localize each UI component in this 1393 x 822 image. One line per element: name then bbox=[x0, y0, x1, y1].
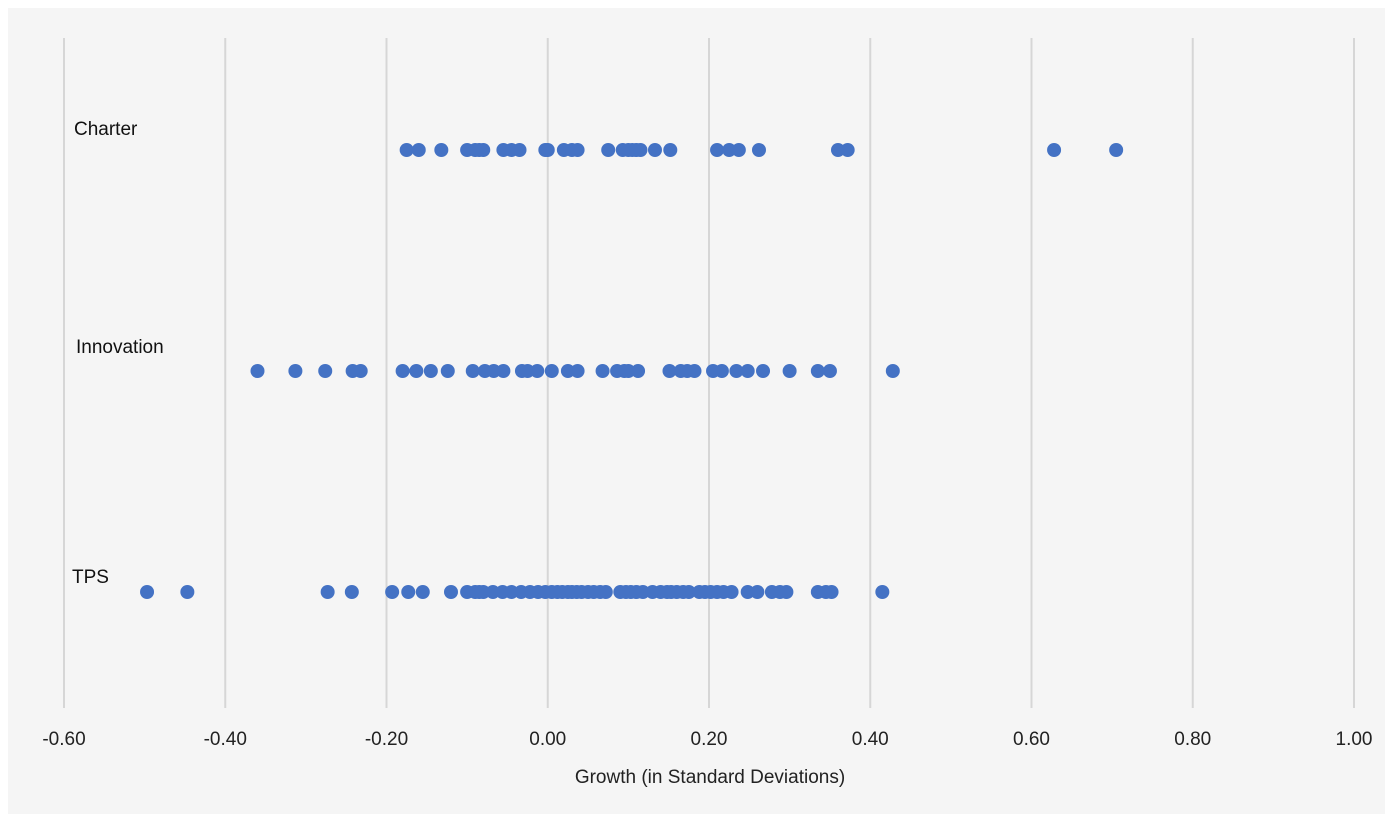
data-point bbox=[570, 143, 585, 157]
data-point bbox=[512, 143, 527, 157]
data-point bbox=[601, 143, 616, 157]
data-point bbox=[1047, 143, 1062, 157]
data-point bbox=[399, 143, 414, 157]
data-point bbox=[476, 585, 491, 599]
data-point bbox=[687, 364, 702, 378]
data-point bbox=[440, 364, 455, 378]
data-point bbox=[486, 364, 501, 378]
data-point bbox=[779, 585, 794, 599]
data-point bbox=[822, 364, 837, 378]
data-point bbox=[647, 143, 662, 157]
data-point bbox=[401, 585, 416, 599]
data-point bbox=[485, 585, 500, 599]
data-point bbox=[504, 585, 519, 599]
data-point bbox=[740, 585, 755, 599]
data-point bbox=[530, 364, 545, 378]
data-point bbox=[633, 143, 648, 157]
data-point bbox=[663, 143, 678, 157]
data-point bbox=[180, 585, 195, 599]
data-point bbox=[520, 364, 535, 378]
data-point bbox=[570, 364, 585, 378]
category-labels: Charter Innovation TPS bbox=[72, 119, 164, 588]
data-point bbox=[631, 364, 646, 378]
x-tick-labels: -0.60 -0.40 -0.20 0.00 0.20 0.40 0.60 0.80 1.00 bbox=[42, 729, 1372, 750]
data-point bbox=[722, 143, 737, 157]
x-tick-label: -0.60 bbox=[42, 729, 85, 750]
data-point bbox=[385, 585, 400, 599]
data-point bbox=[756, 364, 771, 378]
data-point bbox=[465, 364, 480, 378]
data-point bbox=[714, 364, 729, 378]
data-point bbox=[415, 585, 430, 599]
data-point bbox=[344, 585, 359, 599]
data-point bbox=[423, 364, 438, 378]
data-point bbox=[318, 364, 333, 378]
data-point bbox=[434, 143, 449, 157]
data-point bbox=[444, 585, 458, 599]
data-point bbox=[595, 364, 610, 378]
data-point bbox=[353, 364, 368, 378]
category-label: TPS bbox=[72, 567, 109, 588]
x-tick-label: 0.20 bbox=[691, 729, 728, 750]
chart-area: -0.60 -0.40 -0.20 0.00 0.20 0.40 0.60 0.80 1.00 … bbox=[8, 8, 1385, 814]
data-point bbox=[1109, 143, 1124, 157]
data-point bbox=[621, 364, 636, 378]
data-point bbox=[288, 364, 303, 378]
x-tick-label: 0.80 bbox=[1174, 729, 1211, 750]
x-tick-label: -0.20 bbox=[365, 729, 408, 750]
x-tick-label: 0.40 bbox=[852, 729, 889, 750]
data-point bbox=[751, 143, 766, 157]
data-point bbox=[544, 364, 559, 378]
x-tick-label: 1.00 bbox=[1336, 729, 1373, 750]
data-point bbox=[824, 585, 839, 599]
x-tick-label: 0.60 bbox=[1013, 729, 1050, 750]
data-point bbox=[411, 143, 426, 157]
data-point bbox=[724, 585, 739, 599]
data-point bbox=[681, 585, 696, 599]
data-point bbox=[540, 143, 555, 157]
data-point bbox=[875, 585, 890, 599]
data-point bbox=[598, 585, 613, 599]
data-point bbox=[560, 364, 575, 378]
data-point bbox=[635, 585, 650, 599]
data-point bbox=[731, 143, 746, 157]
data-point bbox=[840, 143, 855, 157]
scatter-chart: -0.60 -0.40 -0.20 0.00 0.20 0.40 0.60 0.80 1.00 … bbox=[42, 38, 1372, 788]
data-point bbox=[729, 364, 744, 378]
data-point bbox=[810, 364, 825, 378]
x-axis-title: Growth (in Standard Deviations) bbox=[575, 767, 845, 788]
data-point bbox=[885, 364, 900, 378]
data-point bbox=[710, 143, 725, 157]
data-point bbox=[740, 364, 755, 378]
category-label: Charter bbox=[74, 119, 138, 140]
data-point bbox=[831, 143, 845, 157]
data-point bbox=[140, 585, 155, 599]
data-point bbox=[750, 585, 765, 599]
data-point bbox=[250, 364, 265, 378]
data-point bbox=[409, 364, 424, 378]
category-label: Innovation bbox=[76, 337, 164, 358]
x-tick-label: -0.40 bbox=[204, 729, 247, 750]
data-point bbox=[496, 364, 511, 378]
data-point bbox=[662, 364, 677, 378]
data-point bbox=[476, 143, 491, 157]
data-points bbox=[140, 143, 1124, 599]
data-point bbox=[320, 585, 335, 599]
x-tick-label: 0.00 bbox=[529, 729, 566, 750]
data-point bbox=[782, 364, 797, 378]
data-point bbox=[395, 364, 410, 378]
